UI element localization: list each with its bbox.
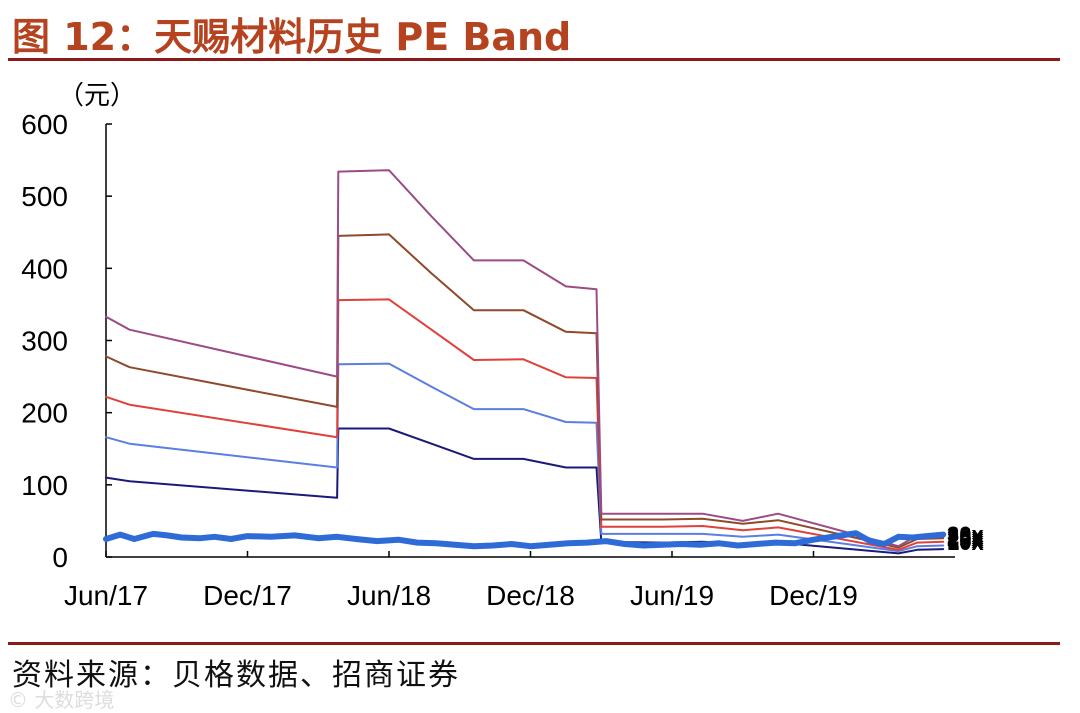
band-label-25x: 25x (947, 524, 984, 549)
title-divider (8, 58, 1060, 61)
x-tick-label: Jun/18 (347, 580, 431, 611)
x-tick-label: Jun/19 (630, 580, 714, 611)
band-label-15x: 15x (947, 528, 984, 553)
x-tick-label: Dec/19 (769, 580, 858, 611)
band-label-10x: 10x (947, 530, 984, 555)
source-note: 资料来源：贝格数据、招商证券 (12, 658, 460, 693)
series-line-15x (105, 362, 945, 553)
band-label-20x: 20x (947, 526, 984, 551)
y-unit-label: （元） (58, 81, 136, 111)
chart-title: 图 12：天赐材料历史 PE Band (12, 15, 572, 59)
x-tick-label: Dec/18 (486, 580, 575, 611)
x-tick-label: Jun/17 (64, 580, 148, 611)
y-tick-label: 400 (21, 253, 68, 284)
pe-band-chart: （元） 0 100 200 300 400 500 600 Jun/17 Dec/17 Jun/18… (21, 81, 984, 611)
y-tick-label: 200 (21, 398, 68, 429)
series-line-20x (105, 298, 945, 551)
footer-divider (8, 642, 1060, 645)
watermark: © 大数跨境 (8, 688, 115, 712)
band-label-30x: 30x (947, 522, 984, 547)
y-tick-label: 0 (52, 542, 68, 573)
series-line-price (103, 530, 947, 550)
series-line-30x (105, 169, 945, 548)
axes: （元） 0 100 200 300 400 500 600 Jun/17 Dec/17 Jun/18… (21, 81, 955, 611)
y-tick-label: 600 (21, 109, 68, 140)
y-tick-label: 500 (21, 181, 68, 212)
y-tick-label: 300 (21, 326, 68, 357)
series-line-25x (105, 233, 945, 549)
y-tick-label: 100 (21, 470, 68, 501)
series-layer (103, 169, 947, 555)
x-tick-label: Dec/17 (203, 580, 292, 611)
